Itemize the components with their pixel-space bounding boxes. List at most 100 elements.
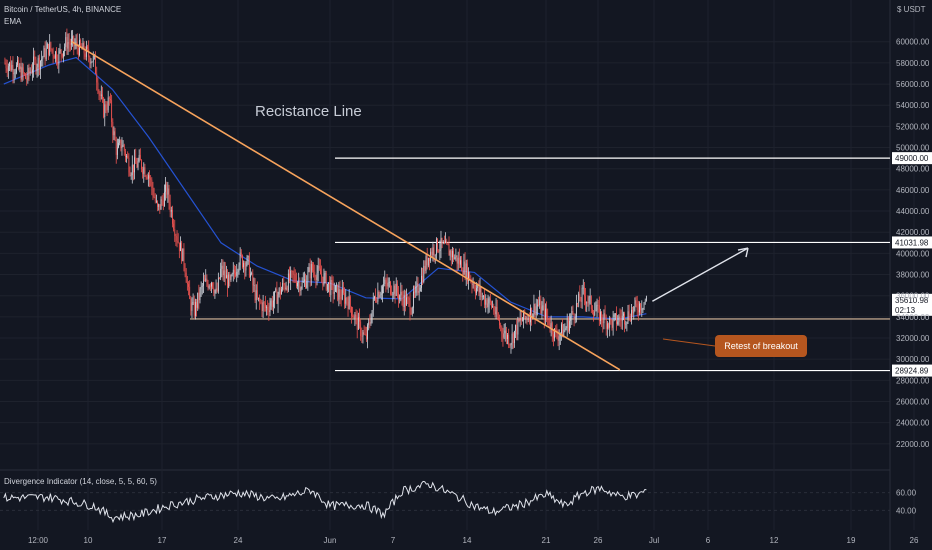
- y-tick-label: 34000.00: [896, 313, 930, 322]
- candle-body: [554, 328, 555, 339]
- candle-body: [278, 288, 280, 295]
- candle-body: [349, 296, 351, 307]
- x-tick-label: 24: [234, 536, 243, 545]
- candle-body: [41, 59, 43, 62]
- candle-body: [579, 293, 581, 302]
- candle-body: [276, 289, 278, 304]
- candle-body: [73, 36, 75, 46]
- y-tick-label: 40000.00: [896, 249, 930, 258]
- candle-body: [175, 236, 177, 238]
- candle-body: [192, 301, 194, 303]
- candle-body: [401, 291, 403, 299]
- candle-body: [604, 313, 606, 318]
- candle-body: [578, 293, 580, 304]
- candle-body: [83, 42, 85, 54]
- candle-body: [33, 56, 35, 70]
- candle-body: [390, 281, 391, 294]
- candle-body: [501, 326, 503, 334]
- candle-body: [286, 287, 288, 291]
- candle-body: [38, 57, 40, 70]
- candle-body: [448, 245, 450, 256]
- candle-body: [488, 298, 490, 304]
- candle-body: [508, 334, 510, 345]
- candle-body: [377, 291, 379, 302]
- last-price-value: 35610.98: [895, 296, 929, 305]
- candle-body: [452, 251, 453, 258]
- candle-body: [106, 110, 108, 111]
- bar-countdown: 02:13: [895, 306, 916, 315]
- candle-body: [295, 280, 297, 287]
- candle-body: [43, 48, 45, 58]
- candle-body: [302, 281, 304, 283]
- candle-body: [493, 306, 495, 312]
- candle-body: [414, 291, 415, 293]
- candle-body: [613, 314, 615, 317]
- projection-arrow-shaft: [652, 247, 749, 302]
- candle-body: [174, 229, 176, 237]
- candle-body: [478, 284, 480, 293]
- candle-body: [575, 303, 577, 318]
- candle-body: [339, 289, 341, 298]
- candle-body: [37, 57, 39, 68]
- candle-body: [29, 71, 31, 74]
- candle-body: [125, 151, 126, 158]
- candle-body: [476, 288, 477, 294]
- candle-body: [347, 301, 349, 309]
- candle-body: [270, 300, 272, 306]
- candle-body: [403, 294, 405, 308]
- candle-body: [285, 287, 287, 290]
- candle-body: [355, 314, 357, 316]
- candle-body: [221, 265, 223, 269]
- candle-body: [602, 320, 604, 324]
- candle-body: [567, 319, 569, 331]
- candle-body: [306, 281, 308, 288]
- candle-body: [260, 301, 262, 303]
- candle-body: [609, 318, 611, 328]
- candle-body: [474, 289, 476, 294]
- candle-body: [88, 48, 90, 57]
- candle-body: [87, 46, 88, 49]
- y-tick-label: 52000.00: [896, 122, 930, 131]
- x-tick-label: 21: [542, 536, 551, 545]
- candle-body: [337, 284, 339, 300]
- candle-body: [596, 304, 598, 311]
- candle-body: [275, 289, 277, 292]
- candle-body: [562, 324, 564, 337]
- candle-body: [34, 56, 36, 60]
- candle-body: [404, 294, 406, 306]
- candle-body: [427, 257, 429, 266]
- candle-body: [642, 308, 644, 309]
- candle-body: [435, 238, 437, 255]
- price-axis[interactable]: 60000.00 58000.00 56000.00 54000.00 52000.00…: [896, 38, 930, 449]
- candle-body: [228, 274, 230, 288]
- candle-body: [580, 301, 582, 302]
- candle-body: [247, 256, 249, 257]
- candle-body: [71, 38, 72, 45]
- candle-body: [201, 285, 203, 287]
- candle-body: [165, 184, 166, 192]
- candle-body: [483, 295, 484, 297]
- candle-body: [153, 196, 155, 198]
- candle-body: [632, 309, 634, 314]
- candle-body: [487, 303, 489, 308]
- candle-body: [416, 283, 418, 287]
- candle-body: [384, 279, 386, 284]
- candle-body: [600, 311, 601, 322]
- candle-body: [445, 240, 446, 244]
- candle-body: [126, 156, 127, 158]
- candle-body: [67, 42, 69, 49]
- candle-body: [30, 71, 32, 73]
- candle-body: [97, 82, 99, 92]
- candle-body: [538, 304, 539, 306]
- candle-body: [411, 307, 413, 314]
- time-axis[interactable]: 12:00 10 17 24 Jun 7 14 21 26 Jul 6 12 19 26: [28, 536, 919, 545]
- candle-body: [450, 250, 452, 258]
- y-tick-label: 32000.00: [896, 334, 930, 343]
- candle-body: [400, 291, 402, 296]
- price-level-value: 49000.00: [895, 154, 929, 163]
- candle-body: [334, 285, 336, 292]
- candle-body: [157, 201, 158, 207]
- candle-body: [80, 40, 82, 47]
- candle-body: [308, 267, 310, 272]
